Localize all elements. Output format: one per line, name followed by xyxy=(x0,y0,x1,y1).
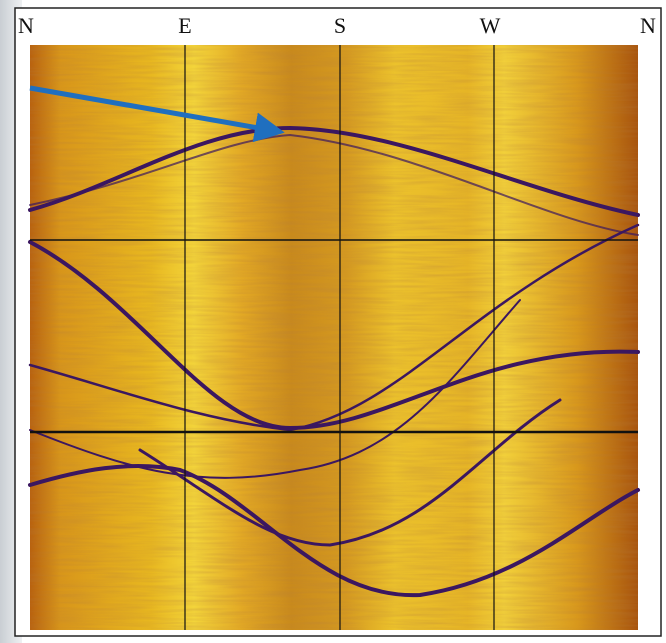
compass-label: N xyxy=(640,13,656,38)
compass-label: E xyxy=(178,13,191,38)
compass-label: S xyxy=(334,13,346,38)
compass-label: N xyxy=(18,13,34,38)
fracture-traces xyxy=(28,125,640,598)
grid xyxy=(30,45,638,630)
compass-labels: N E S W N xyxy=(18,13,656,38)
pointer-arrow xyxy=(29,85,285,143)
compass-label: W xyxy=(480,13,501,38)
